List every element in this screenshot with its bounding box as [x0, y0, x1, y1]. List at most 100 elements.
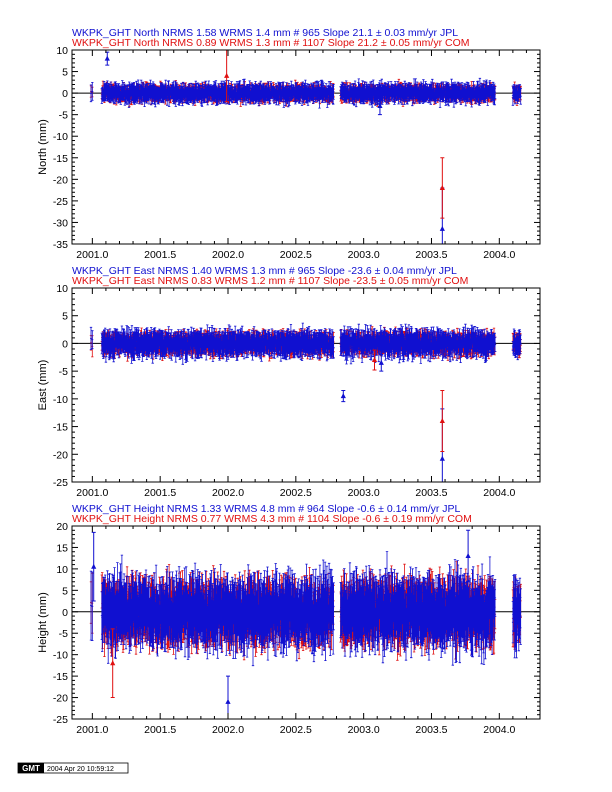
- y-axis-label: Height (mm): [37, 592, 49, 653]
- y-tick-label: -30: [53, 217, 68, 229]
- outlier-marker: [340, 393, 346, 399]
- series-jpl-errorbars: [89, 551, 522, 667]
- gmt-logo-box: [18, 763, 44, 773]
- title-line-1: WKPK_GHT East NRMS 1.40 WRMS 1.3 mm # 96…: [72, 265, 457, 277]
- x-tick-label: 2001.5: [144, 724, 176, 736]
- y-tick-label: -5: [59, 110, 68, 122]
- outlier-point: [91, 531, 97, 602]
- axes-frame: [71, 525, 541, 720]
- y-axis-label: East (mm): [37, 360, 49, 411]
- y-tick-label: -25: [53, 196, 68, 208]
- x-tick-label: 2002.0: [212, 487, 244, 499]
- y-axis: 10 5 0 -5 -10 -15 -20 -25 -30 -35: [53, 45, 540, 251]
- y-tick-label: 10: [56, 564, 68, 576]
- outlier-point: [439, 157, 445, 219]
- y-tick-label: -20: [53, 449, 68, 461]
- y-axis: 10 5 0 -5 -10 -15 -20 -25: [53, 283, 540, 489]
- x-tick-label: 2003.0: [348, 249, 380, 261]
- outlier-marker: [378, 359, 384, 365]
- east-panel: WKPK_GHT East NRMS 1.40 WRMS 1.3 mm # 96…: [37, 265, 541, 499]
- outlier-marker: [91, 563, 97, 569]
- y-tick-label: -5: [59, 366, 68, 378]
- y-tick-label: 10: [56, 283, 68, 295]
- x-tick-label: 2003.0: [348, 487, 380, 499]
- y-tick-label: 0: [62, 607, 68, 619]
- title-line-2: WKPK_GHT North NRMS 0.89 WRMS 1.3 mm # 1…: [72, 37, 470, 49]
- y-tick-label: 20: [56, 521, 68, 533]
- title-line-2: WKPK_GHT East NRMS 0.83 WRMS 1.2 mm # 11…: [72, 275, 468, 287]
- y-tick-label: -15: [53, 671, 68, 683]
- x-tick-label: 2002.5: [280, 724, 312, 736]
- plot-area: [72, 529, 540, 719]
- x-tick-label: 2002.5: [280, 249, 312, 261]
- outlier-point: [377, 96, 383, 116]
- gmt-logo: GMT: [22, 764, 40, 773]
- series-jpl: [89, 77, 522, 109]
- y-tick-label: 15: [56, 542, 68, 554]
- north-panel: WKPK_GHT North NRMS 1.58 WRMS 1.4 mm # 9…: [37, 27, 541, 261]
- outlier-point: [110, 628, 116, 699]
- y-tick-label: -15: [53, 153, 68, 165]
- x-tick-label: 2001.0: [76, 724, 108, 736]
- outlier-point: [104, 51, 110, 66]
- axes-frame: [71, 49, 541, 245]
- x-tick-label: 2001.5: [144, 249, 176, 261]
- title-line-1: WKPK_GHT Height NRMS 1.33 WRMS 4.8 mm # …: [72, 503, 461, 515]
- outlier-marker: [377, 103, 383, 109]
- y-axis: 20 15 10 5 0 -5 -10 -15 -20 -25: [53, 521, 540, 726]
- x-tick-label: 2002.0: [212, 724, 244, 736]
- y-axis-label: North (mm): [37, 119, 49, 175]
- outlier-marker: [225, 698, 231, 704]
- series-jpl-errorbars: [89, 322, 522, 365]
- outlier-marker: [104, 55, 110, 61]
- y-tick-label: 0: [62, 88, 68, 100]
- outlier-marker: [465, 553, 471, 559]
- title-line-2: WKPK_GHT Height NRMS 0.77 WRMS 4.3 mm # …: [72, 513, 472, 525]
- outlier-marker: [439, 455, 445, 461]
- gmt-stamp: GMT 2004 Apr 20 10:59:12: [17, 762, 129, 774]
- x-tick-label: 2003.0: [348, 724, 380, 736]
- y-tick-label: 0: [62, 338, 68, 350]
- y-tick-label: -25: [53, 477, 68, 489]
- y-tick-label: -35: [53, 239, 68, 251]
- y-tick-label: -25: [53, 714, 68, 726]
- gmt-timestamp: 2004 Apr 20 10:59:12: [47, 766, 114, 773]
- outlier-point: [371, 349, 378, 371]
- x-tick-label: 2001.5: [144, 487, 176, 499]
- x-tick-label: 2001.0: [76, 249, 108, 261]
- y-tick-label: 5: [62, 67, 68, 79]
- x-tick-label: 2001.0: [76, 487, 108, 499]
- outlier-point: [439, 390, 445, 453]
- y-tick-label: 5: [62, 585, 68, 597]
- y-tick-label: -20: [53, 174, 68, 186]
- y-tick-label: -5: [59, 628, 68, 640]
- x-tick-label: 2002.0: [212, 249, 244, 261]
- series-jpl: [89, 322, 522, 365]
- outlier-marker: [439, 184, 445, 190]
- y-tick-label: -15: [53, 422, 68, 434]
- height-panel: WKPK_GHT Height NRMS 1.33 WRMS 4.8 mm # …: [37, 503, 541, 736]
- y-tick-label: 5: [62, 311, 68, 323]
- outlier-marker: [224, 72, 230, 78]
- x-tick-label: 2004.0: [483, 487, 515, 499]
- x-axis: 2001.0 2001.5 2002.0 2002.5 2003.0 2003.5 2004…: [76, 526, 541, 736]
- x-tick-label: 2003.5: [415, 724, 447, 736]
- series-jpl: [89, 551, 522, 667]
- outlier-marker: [439, 418, 445, 424]
- y-tick-label: -10: [53, 131, 68, 143]
- title-line-1: WKPK_GHT North NRMS 1.58 WRMS 1.4 mm # 9…: [72, 27, 458, 39]
- y-tick-label: -10: [53, 394, 68, 406]
- x-tick-label: 2003.5: [415, 249, 447, 261]
- outlier-point: [340, 390, 346, 403]
- plot-area: [72, 322, 540, 482]
- outlier-marker: [371, 357, 378, 363]
- y-tick-label: -10: [53, 650, 68, 662]
- x-tick-label: 2002.5: [280, 487, 312, 499]
- outlier-point: [465, 529, 471, 583]
- outlier-marker: [110, 660, 116, 666]
- x-tick-label: 2004.0: [483, 724, 515, 736]
- axes-frame: [71, 287, 541, 483]
- x-tick-label: 2003.5: [415, 487, 447, 499]
- y-tick-label: -20: [53, 693, 68, 705]
